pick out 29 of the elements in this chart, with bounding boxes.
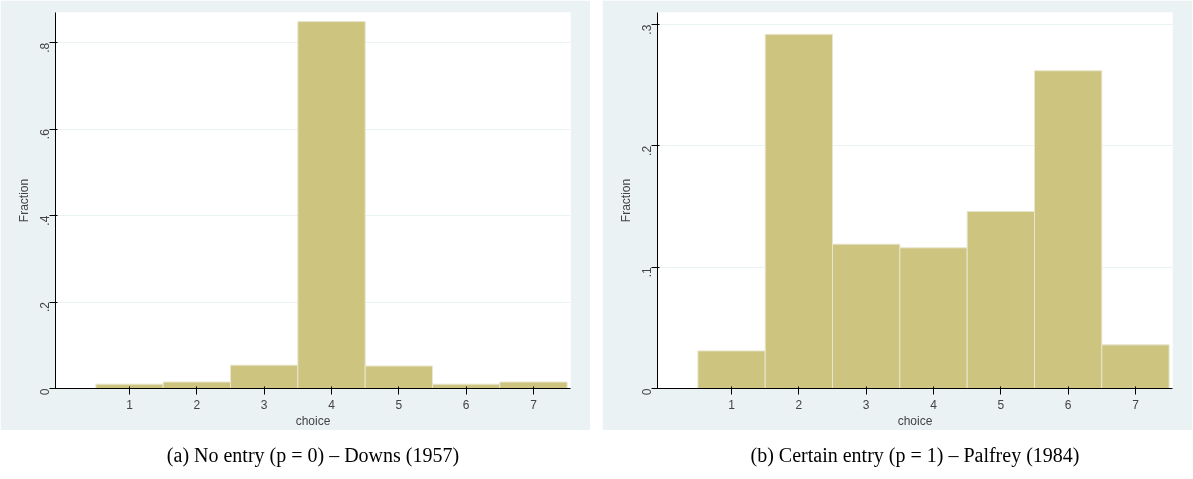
text: (b) Certain entry (p = 1) – Palfrey (1984) — [750, 444, 1080, 468]
x-tick-label: 4 — [328, 397, 336, 412]
x-tick-label: 2 — [193, 397, 201, 412]
x-axis-title: choice — [295, 413, 331, 428]
x-axis-title: choice — [897, 413, 933, 428]
x-tick-label: 1 — [728, 397, 736, 412]
x-tick-label: 7 — [1132, 397, 1140, 412]
y-tick-label: 0 — [640, 388, 654, 396]
y-tick-label: .2 — [38, 301, 52, 313]
x-tick-label: 6 — [1064, 397, 1072, 412]
x-tick-label: 5 — [997, 397, 1005, 412]
y-axis-title: Fraction — [16, 178, 31, 223]
x-tick-label: 1 — [126, 397, 134, 412]
y-tick-label: 0 — [38, 388, 52, 396]
x-tick-label: 4 — [930, 397, 938, 412]
x-tick-label: 5 — [395, 397, 403, 412]
x-tick-label: 3 — [260, 397, 268, 412]
x-tick-label: 2 — [795, 397, 803, 412]
x-tick-label: 3 — [862, 397, 870, 412]
y-tick-label: .1 — [640, 266, 654, 278]
y-tick-label: .2 — [640, 145, 654, 156]
x-tick-label: 7 — [530, 397, 538, 412]
x-tick-label: 6 — [462, 397, 470, 412]
y-axis-title: Fraction — [618, 178, 633, 223]
y-tick-label: .8 — [38, 42, 52, 53]
y-tick-label: .4 — [38, 215, 52, 226]
text: (a) No entry (p = 0) – Downs (1957) — [166, 444, 460, 468]
y-tick-label: .3 — [640, 24, 654, 35]
y-tick-label: .6 — [38, 128, 52, 140]
